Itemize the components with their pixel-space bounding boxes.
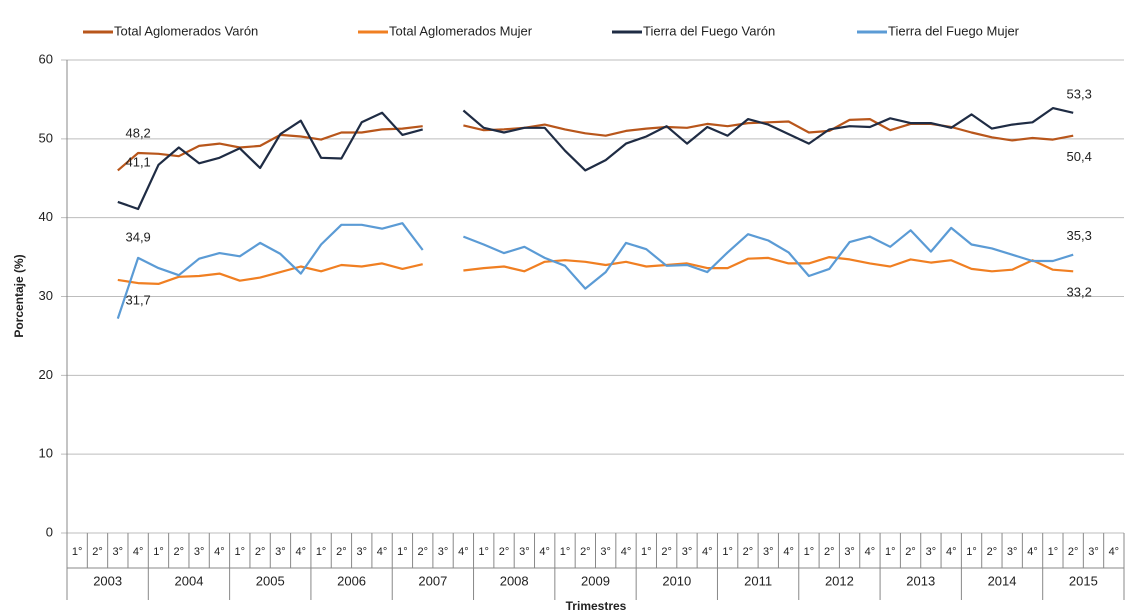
x-tick-label: 4°	[1027, 546, 1038, 558]
year-label: 2004	[175, 573, 204, 588]
year-label: 2013	[906, 573, 935, 588]
legend-label: Total Aglomerados Mujer	[389, 23, 533, 38]
year-label: 2005	[256, 573, 285, 588]
x-tick-label: 2°	[499, 546, 510, 558]
x-tick-label: 1°	[885, 546, 896, 558]
y-tick-label: 50	[39, 130, 53, 145]
x-tick-label: 2°	[987, 546, 998, 558]
x-tick-label: 3°	[519, 546, 530, 558]
x-tick-label: 4°	[377, 546, 388, 558]
x-tick-label: 1°	[72, 546, 83, 558]
x-tick-label: 1°	[1048, 546, 1059, 558]
y-tick-label: 30	[39, 288, 53, 303]
x-tick-label: 3°	[600, 546, 611, 558]
y-tick-label: 10	[39, 446, 53, 461]
series-line	[117, 256, 1074, 285]
x-tick-label: 3°	[194, 546, 205, 558]
legend-label: Total Aglomerados Varón	[114, 23, 258, 38]
x-tick-label: 3°	[356, 546, 367, 558]
series-line	[117, 107, 1074, 211]
x-tick-label: 2°	[255, 546, 266, 558]
x-tick-label: 1°	[804, 546, 815, 558]
legend-label: Tierra del Fuego Mujer	[888, 23, 1020, 38]
x-tick-label: 2°	[417, 546, 428, 558]
x-tick-label: 4°	[133, 546, 144, 558]
legend-label: Tierra del Fuego Varón	[643, 23, 775, 38]
x-tick-label: 4°	[1109, 546, 1120, 558]
x-tick-label: 1°	[722, 546, 733, 558]
y-axis-label: Porcentaje (%)	[12, 254, 26, 337]
x-tick-label: 4°	[458, 546, 469, 558]
x-tick-label: 4°	[783, 546, 794, 558]
series-line	[117, 118, 1074, 172]
x-tick-label: 1°	[478, 546, 489, 558]
x-tick-label: 3°	[682, 546, 693, 558]
x-tick-label: 4°	[946, 546, 957, 558]
year-label: 2007	[418, 573, 447, 588]
year-label: 2014	[988, 573, 1017, 588]
data-label: 31,7	[125, 293, 150, 308]
x-tick-label: 3°	[275, 546, 286, 558]
x-tick-label: 4°	[214, 546, 225, 558]
year-label: 2006	[337, 573, 366, 588]
x-tick-label: 3°	[1007, 546, 1018, 558]
x-tick-label: 3°	[438, 546, 449, 558]
x-tick-label: 2°	[661, 546, 672, 558]
year-label: 2008	[500, 573, 529, 588]
x-tick-label: 4°	[295, 546, 306, 558]
data-label: 48,2	[125, 125, 150, 140]
x-tick-label: 1°	[153, 546, 164, 558]
x-tick-label: 1°	[316, 546, 327, 558]
year-label: 2003	[93, 573, 122, 588]
year-label: 2012	[825, 573, 854, 588]
x-tick-label: 3°	[113, 546, 124, 558]
x-axis-label: Trimestres	[566, 599, 627, 613]
data-label: 53,3	[1067, 86, 1092, 101]
year-label: 2010	[662, 573, 691, 588]
x-tick-label: 2°	[824, 546, 835, 558]
x-tick-label: 1°	[235, 546, 246, 558]
x-tick-label: 1°	[397, 546, 408, 558]
x-tick-label: 1°	[641, 546, 652, 558]
year-label: 2009	[581, 573, 610, 588]
y-tick-label: 0	[46, 524, 53, 539]
x-tick-label: 2°	[92, 546, 103, 558]
x-tick-label: 4°	[865, 546, 876, 558]
x-tick-label: 1°	[966, 546, 977, 558]
x-tick-label: 2°	[174, 546, 185, 558]
x-tick-label: 2°	[336, 546, 347, 558]
x-tick-label: 1°	[560, 546, 571, 558]
data-label: 35,3	[1067, 228, 1092, 243]
x-tick-label: 4°	[621, 546, 632, 558]
x-tick-label: 2°	[580, 546, 591, 558]
y-tick-label: 60	[39, 51, 53, 66]
y-tick-label: 40	[39, 209, 53, 224]
data-label: 33,2	[1067, 285, 1092, 300]
data-label: 34,9	[125, 229, 150, 244]
data-label: 50,4	[1067, 149, 1092, 164]
x-tick-label: 3°	[763, 546, 774, 558]
x-tick-label: 2°	[743, 546, 754, 558]
x-tick-label: 4°	[702, 546, 713, 558]
x-tick-label: 2°	[1068, 546, 1079, 558]
year-label: 2015	[1069, 573, 1098, 588]
series-line	[116, 222, 1074, 319]
x-tick-label: 3°	[1088, 546, 1099, 558]
y-tick-label: 20	[39, 367, 53, 382]
x-tick-label: 3°	[844, 546, 855, 558]
data-label: 41,1	[125, 154, 150, 169]
x-tick-label: 4°	[539, 546, 550, 558]
x-tick-label: 2°	[905, 546, 916, 558]
x-tick-label: 3°	[926, 546, 937, 558]
year-label: 2011	[744, 573, 772, 588]
